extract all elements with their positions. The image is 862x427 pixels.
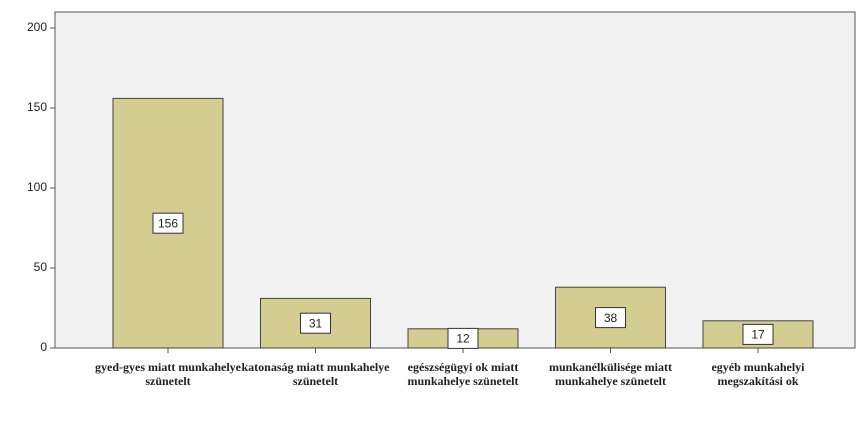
value-label: 38	[604, 311, 618, 325]
value-label: 17	[751, 328, 765, 342]
value-label: 12	[456, 332, 470, 346]
value-label-box	[595, 307, 626, 329]
value-label-box	[300, 312, 331, 334]
value-label: 156	[158, 216, 178, 230]
x-tick-label: munkanélkülisége miatt munkahelye szünet…	[548, 360, 672, 388]
value-label-box	[742, 323, 774, 345]
value-label-box	[152, 212, 184, 234]
y-tick-label: 200	[27, 20, 47, 34]
x-tick-label: gyed-gyes miatt munkahelye szünetelt	[95, 360, 241, 388]
x-tick-label: egészségügyi ok miatt munkahelye szünete…	[407, 360, 519, 388]
y-tick-label: 50	[34, 260, 48, 274]
x-tick-label: egyéb munkahelyi megszakítási ok	[711, 360, 805, 388]
value-label: 31	[309, 316, 323, 330]
y-tick-label: 150	[27, 100, 47, 114]
value-label-box	[447, 327, 479, 349]
y-tick-label: 0	[40, 340, 47, 354]
x-tick-label: katonaság miatt munkahelye szünetelt	[241, 360, 390, 388]
y-tick-label: 100	[27, 180, 47, 194]
